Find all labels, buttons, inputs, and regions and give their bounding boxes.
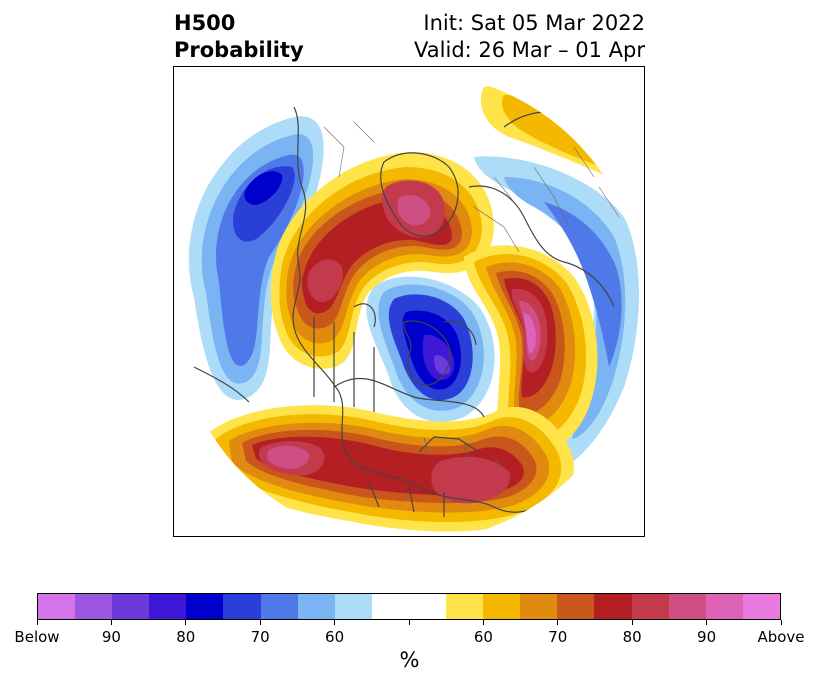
colorbar-tick-label: 90 — [697, 628, 717, 646]
colorbar-segment — [594, 594, 632, 619]
colorbar-segment — [446, 594, 484, 619]
colorbar-segment — [75, 594, 113, 619]
colorbar-tick-mark — [557, 620, 559, 625]
negative-anomaly-gulf-of-alaska — [188, 116, 324, 400]
colorbar-segment — [260, 594, 298, 619]
colorbar-tick-mark — [408, 620, 410, 625]
title-product: Probability — [174, 38, 304, 62]
colorbar-tick-label: 60 — [473, 628, 493, 646]
colorbar-tick-label: 80 — [622, 628, 642, 646]
colorbar-segment — [631, 594, 669, 619]
colorbar-ticks: Below 90 80 70 60 60 70 80 90 Above — [14, 620, 805, 650]
colorbar-segment — [186, 594, 224, 619]
init-date: Init: Sat 05 Mar 2022 — [423, 11, 645, 35]
colorbar-segment — [371, 594, 409, 619]
colorbar-segment — [297, 594, 335, 619]
positive-anomaly-arctic-fringe — [480, 85, 618, 177]
valid-period: Valid: 26 Mar – 01 Apr — [414, 38, 645, 62]
probability-map — [173, 66, 645, 537]
colorbar-segment — [668, 594, 706, 619]
colorbar-segment — [334, 594, 372, 619]
land-outlines — [193, 106, 615, 517]
forecast-dates: Init: Sat 05 Mar 2022 Valid: 26 Mar – 01… — [414, 10, 645, 64]
colorbar-tick-mark — [185, 620, 187, 625]
colorbar-segment — [483, 594, 521, 619]
colorbar-segment — [38, 594, 76, 619]
colorbar-tick-label: Below — [14, 628, 60, 646]
colorbar-tick-mark — [780, 620, 782, 625]
colorbar-segment — [112, 594, 150, 619]
colorbar-segment — [149, 594, 187, 619]
colorbar-tick-label: 80 — [176, 628, 196, 646]
colorbar-tick-mark — [631, 620, 633, 625]
title-variable: H500 — [174, 11, 236, 35]
colorbar-segment — [223, 594, 261, 619]
colorbar-segment — [742, 594, 780, 619]
colorbar-tick-mark — [706, 620, 708, 625]
colorbar-tick-mark — [110, 620, 112, 625]
colorbar-segment — [705, 594, 743, 619]
colorbar-segment — [408, 594, 447, 619]
positive-anomaly-eastern-siberia — [464, 245, 598, 463]
colorbar-segment — [520, 594, 558, 619]
positive-anomaly-southeast-us — [431, 456, 510, 504]
colorbar-tick-label: 70 — [548, 628, 568, 646]
colorbar-unit: % — [399, 648, 420, 672]
positive-anomaly-scandinavia — [270, 152, 494, 369]
colorbar-tick-label: 60 — [325, 628, 345, 646]
chart-title: H500 Probability — [174, 10, 304, 64]
colorbar-tick-mark — [482, 620, 484, 625]
colorbar — [37, 593, 781, 620]
colorbar-segment — [557, 594, 595, 619]
polar-map-svg — [174, 72, 644, 536]
colorbar-tick-mark — [36, 620, 38, 625]
colorbar-tick-mark — [259, 620, 261, 625]
colorbar-tick-mark — [334, 620, 336, 625]
colorbar-tick-label: Above — [757, 628, 805, 646]
colorbar-tick-label: 70 — [250, 628, 270, 646]
colorbar-tick-label: 90 — [101, 628, 121, 646]
land-borders-thin — [323, 121, 620, 473]
